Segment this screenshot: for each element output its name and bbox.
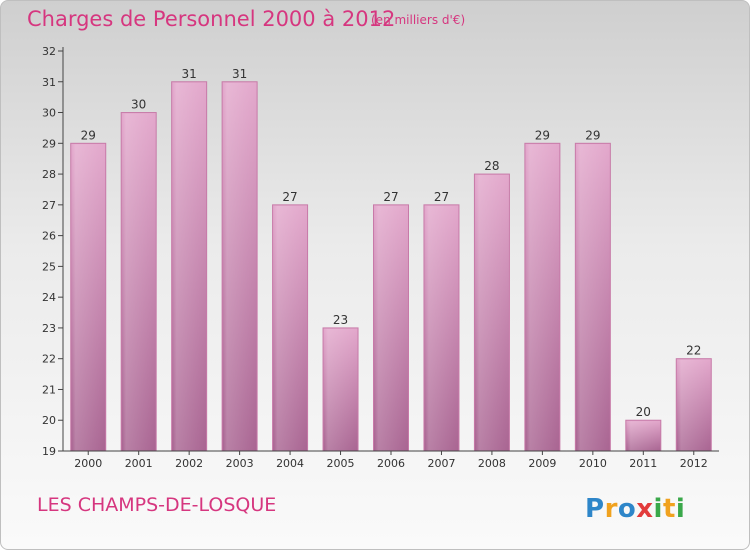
x-tick-label-2004: 2004: [276, 457, 304, 470]
value-label-2011: 20: [636, 405, 651, 419]
chart-subtitle: (en milliers d'€): [371, 13, 466, 27]
bar-highlight-2009: [525, 144, 559, 452]
y-tick-label-19: 19: [42, 445, 56, 458]
value-label-2010: 29: [585, 128, 600, 142]
y-tick-label-26: 26: [42, 230, 56, 243]
bar-highlight-2012: [677, 359, 711, 451]
bar-highlight-2000: [71, 144, 105, 452]
value-label-2002: 31: [182, 67, 197, 81]
bar-highlight-2007: [424, 205, 458, 451]
y-tick-label-27: 27: [42, 199, 56, 212]
y-tick-label-29: 29: [42, 137, 56, 150]
y-tick-label-32: 32: [42, 45, 56, 58]
y-tick-label-28: 28: [42, 168, 56, 181]
bar-highlight-2003: [223, 82, 257, 452]
y-tick-label-24: 24: [42, 291, 56, 304]
y-tick-label-31: 31: [42, 76, 56, 89]
y-tick-label-23: 23: [42, 322, 56, 335]
svg-text:Proxiti: Proxiti: [585, 494, 685, 524]
x-tick-label-2003: 2003: [226, 457, 254, 470]
y-tick-label-22: 22: [42, 353, 56, 366]
bar-highlight-2011: [626, 421, 660, 451]
x-tick-label-2010: 2010: [579, 457, 607, 470]
y-tick-label-30: 30: [42, 107, 56, 120]
x-tick-label-2002: 2002: [175, 457, 203, 470]
y-tick-label-20: 20: [42, 414, 56, 427]
bar-highlight-2004: [273, 205, 307, 451]
value-label-2008: 28: [484, 159, 499, 173]
value-label-2007: 27: [434, 190, 449, 204]
x-tick-label-2005: 2005: [327, 457, 355, 470]
x-tick-label-2012: 2012: [680, 457, 708, 470]
x-tick-label-2011: 2011: [629, 457, 657, 470]
y-tick-label-25: 25: [42, 260, 56, 273]
value-label-2009: 29: [535, 128, 550, 142]
bar-highlight-2002: [172, 82, 206, 452]
bar-highlight-2010: [576, 144, 610, 452]
x-tick-label-2008: 2008: [478, 457, 506, 470]
x-tick-label-2007: 2007: [427, 457, 455, 470]
chart-title: Charges de Personnel 2000 à 2012: [27, 7, 396, 31]
y-tick-label-21: 21: [42, 383, 56, 396]
bar-highlight-2001: [122, 113, 156, 452]
bar-highlight-2006: [374, 205, 408, 451]
proxiti-logo: Proxiti: [585, 494, 685, 524]
place-name: LES CHAMPS-DE-LOSQUE: [37, 494, 277, 516]
value-label-2001: 30: [131, 98, 146, 112]
value-label-2012: 22: [686, 344, 701, 358]
x-tick-label-2001: 2001: [125, 457, 153, 470]
axes-group: 2000 2001 2002 2003 2004 2005 2006 2007 2008 2009…: [42, 45, 719, 470]
value-label-2000: 29: [81, 128, 96, 142]
value-label-2004: 27: [282, 190, 297, 204]
value-label-2003: 31: [232, 67, 247, 81]
bar-highlight-2008: [475, 175, 509, 452]
bar-highlight-2005: [324, 328, 358, 451]
x-tick-label-2000: 2000: [74, 457, 102, 470]
x-tick-label-2009: 2009: [528, 457, 556, 470]
x-tick-label-2006: 2006: [377, 457, 405, 470]
value-label-2006: 27: [383, 190, 398, 204]
value-label-2005: 23: [333, 313, 348, 327]
bars-group: 29 30 31 31 27 23 27 27 28 29 29 20 22: [70, 67, 712, 452]
